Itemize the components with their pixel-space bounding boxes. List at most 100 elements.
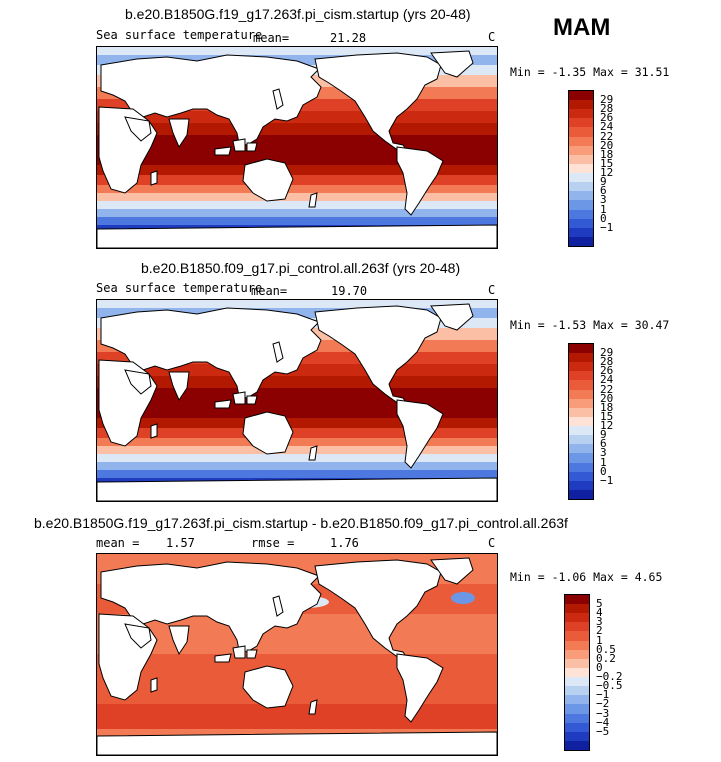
panel-3-title: b.e20.B1850G.f19_g17.263f.pi_cism.startu… bbox=[34, 515, 568, 531]
panel-2-min-value: -1.53 bbox=[551, 318, 587, 332]
panel-1-units: C bbox=[488, 30, 496, 44]
land-outline bbox=[168, 625, 190, 656]
colorbar-swatch bbox=[569, 145, 593, 156]
colorbar-swatch bbox=[565, 595, 589, 605]
sst-band bbox=[97, 376, 497, 389]
colorbar-tick-label: 1 bbox=[600, 455, 607, 469]
colorbar-swatch bbox=[565, 622, 589, 632]
land-outline bbox=[246, 649, 258, 659]
sst-band bbox=[97, 175, 497, 186]
panel-1-variable: Sea surface temperature bbox=[96, 28, 263, 42]
sst-band bbox=[97, 300, 497, 309]
colorbar-swatch bbox=[569, 136, 593, 147]
colorbar-tick-label: 20 bbox=[600, 391, 614, 405]
colorbar-swatch bbox=[569, 389, 593, 400]
panel-2-units: C bbox=[488, 283, 496, 297]
land-outline bbox=[430, 303, 474, 331]
map-canvas bbox=[97, 47, 497, 248]
colorbar-swatch bbox=[565, 640, 589, 651]
land-outline bbox=[100, 54, 322, 146]
land-outline bbox=[150, 423, 158, 439]
colorbar-tick-label: 26 bbox=[600, 111, 614, 125]
map-canvas bbox=[97, 554, 497, 755]
colorbar-swatch bbox=[569, 362, 593, 372]
colorbar-swatch bbox=[569, 435, 593, 445]
panel-3-max-label: Max = bbox=[593, 570, 628, 584]
sst-band bbox=[97, 185, 497, 194]
colorbar-swatch bbox=[569, 118, 593, 128]
colorbar-tick-label: 0.2 bbox=[596, 651, 616, 665]
colorbar-tick-label: 0.5 bbox=[596, 642, 616, 656]
colorbar-swatch bbox=[565, 722, 589, 733]
panel-3-mean-value: 1.57 bbox=[166, 536, 195, 550]
land-outline bbox=[430, 557, 474, 585]
colorbar-swatch bbox=[569, 163, 593, 174]
season-label: MAM bbox=[553, 14, 611, 41]
colorbar-tick-label: 12 bbox=[600, 166, 614, 180]
colorbar-tick-label: −2 bbox=[596, 697, 610, 711]
sst-band bbox=[97, 193, 497, 202]
colorbar-swatch bbox=[569, 91, 593, 101]
sst-band bbox=[97, 418, 497, 429]
land-outline bbox=[232, 138, 246, 152]
panel-3-mean-label: mean = bbox=[96, 536, 140, 550]
colorbar-tick-label: 6 bbox=[600, 184, 607, 198]
panel-3-units: C bbox=[488, 536, 496, 550]
panel-3-rmse-label: rmse = bbox=[251, 536, 295, 550]
colorbar-tick-label: −4 bbox=[596, 715, 610, 729]
land-outline bbox=[396, 399, 444, 469]
colorbar-tick-label: 1 bbox=[596, 633, 603, 647]
colorbar-swatch bbox=[569, 471, 593, 482]
colorbar-swatch bbox=[569, 489, 593, 500]
land-outline bbox=[168, 118, 190, 149]
panel-2-min-label: Min = bbox=[510, 318, 545, 332]
panel-3-rmse-value: 1.76 bbox=[330, 536, 359, 550]
colorbar-swatch bbox=[569, 182, 593, 192]
land-outline bbox=[242, 158, 294, 202]
colorbar-swatch bbox=[569, 380, 593, 391]
colorbar-swatch bbox=[569, 344, 593, 354]
land-outline bbox=[124, 116, 152, 142]
colorbar-tick-label: 2 bbox=[596, 624, 603, 638]
land-outline bbox=[246, 142, 258, 152]
map-canvas bbox=[97, 300, 497, 501]
land-outline bbox=[100, 561, 322, 653]
sst-band bbox=[97, 454, 497, 463]
panel-1-mean-value: 21.28 bbox=[330, 31, 367, 45]
colorbar-tick-label: 15 bbox=[600, 156, 614, 170]
panel-2-mean-value: 19.70 bbox=[331, 284, 368, 298]
colorbar-swatch bbox=[565, 613, 589, 623]
colorbar-swatch bbox=[565, 604, 589, 614]
colorbar-tick-label: −1 bbox=[596, 688, 610, 702]
colorbar-swatch bbox=[565, 658, 589, 669]
land-outline bbox=[97, 477, 497, 501]
panel-1-title: b.e20.B1850G.f19_g17.263f.pi_cism.startu… bbox=[125, 6, 471, 22]
colorbar-swatch bbox=[569, 480, 593, 491]
sst-band bbox=[97, 123, 497, 136]
colorbar-tick-label: 28 bbox=[600, 102, 614, 116]
colorbar-tick-label: −0.5 bbox=[596, 679, 623, 693]
colorbar-swatch bbox=[565, 695, 589, 705]
colorbar-tick-label: −1 bbox=[600, 473, 614, 487]
colorbar-tick-label: 22 bbox=[600, 382, 614, 396]
colorbar-swatch bbox=[569, 191, 593, 201]
land-outline bbox=[124, 623, 152, 649]
panel-1-max-value: 31.51 bbox=[634, 65, 670, 79]
colorbar-tick-label: 0 bbox=[596, 660, 603, 674]
colorbar-swatch bbox=[565, 740, 589, 751]
colorbar-swatch bbox=[569, 371, 593, 381]
land-outline bbox=[97, 224, 497, 248]
sst-band bbox=[97, 446, 497, 455]
colorbar-swatch bbox=[569, 109, 593, 119]
colorbar-tick-label: 1 bbox=[600, 202, 607, 216]
land-outline bbox=[97, 731, 497, 755]
colorbar-tick-label: 24 bbox=[600, 120, 614, 134]
sst-band bbox=[97, 217, 497, 226]
colorbar-tick-label: −5 bbox=[596, 724, 610, 738]
panel-1-mean-label: mean= bbox=[253, 31, 290, 45]
land-outline bbox=[314, 52, 442, 152]
sst-band bbox=[97, 462, 497, 471]
colorbar-swatch bbox=[565, 649, 589, 660]
land-outline bbox=[430, 50, 474, 78]
colorbar-tick-label: 28 bbox=[600, 355, 614, 369]
